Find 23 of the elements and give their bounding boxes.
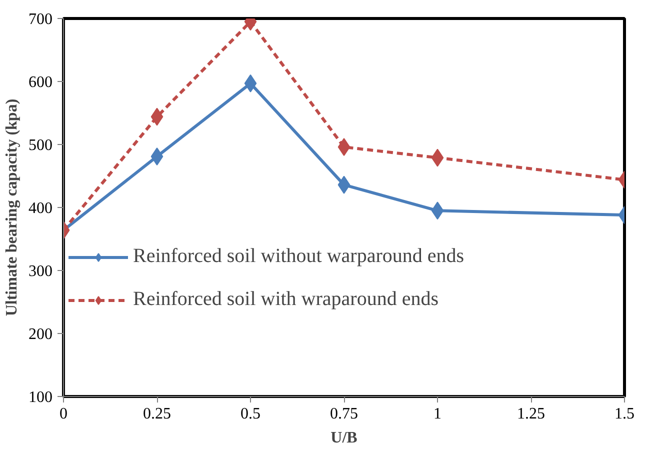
point bbox=[338, 138, 350, 156]
legend-label: Reinforced soil without warparound ends bbox=[133, 245, 464, 268]
y-tick-label: 200 bbox=[28, 326, 52, 343]
y-tick-label: 300 bbox=[28, 263, 52, 280]
y-tick-label: 500 bbox=[28, 137, 52, 154]
y-tick-label: 100 bbox=[28, 389, 52, 406]
y-tick-label: 400 bbox=[28, 200, 52, 217]
y-tick-label: 600 bbox=[28, 74, 52, 91]
x-tick-label: 1.5 bbox=[614, 406, 634, 422]
legend-label: Reinforced soil with wraparound ends bbox=[133, 288, 438, 311]
y-axis-title: Ultimate bearing capacity (kpa) bbox=[4, 98, 20, 316]
point bbox=[244, 74, 257, 92]
x-tick-label: 0.5 bbox=[240, 406, 260, 422]
x-tick-label: 1.25 bbox=[517, 406, 545, 422]
point bbox=[338, 176, 350, 194]
y-tick-label: 700 bbox=[28, 11, 52, 28]
x-tick-label: 0.75 bbox=[330, 406, 358, 422]
x-axis-title: U/B bbox=[330, 430, 358, 446]
x-tick-label: 0 bbox=[60, 406, 68, 422]
point bbox=[431, 202, 444, 220]
x-tick-label: 1 bbox=[434, 406, 442, 422]
x-tick-label: 0.25 bbox=[143, 406, 171, 422]
point bbox=[431, 148, 444, 167]
